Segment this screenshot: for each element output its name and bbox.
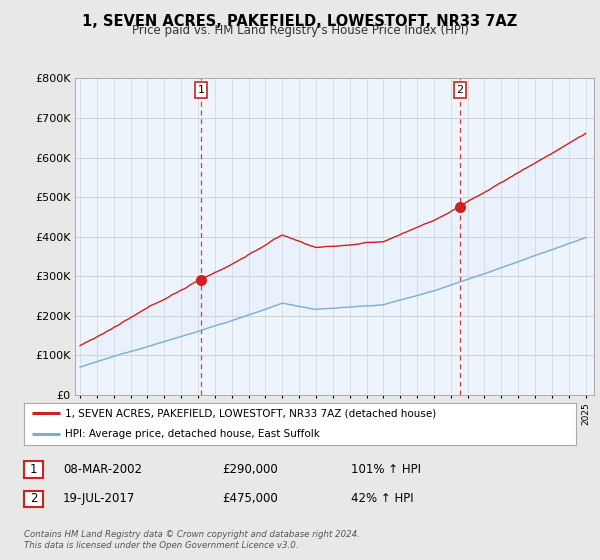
Text: 101% ↑ HPI: 101% ↑ HPI [351,463,421,476]
Text: 19-JUL-2017: 19-JUL-2017 [63,492,136,505]
Text: 2: 2 [457,85,463,95]
Text: 42% ↑ HPI: 42% ↑ HPI [351,492,413,505]
Text: Contains HM Land Registry data © Crown copyright and database right 2024.
This d: Contains HM Land Registry data © Crown c… [24,530,360,550]
Text: 08-MAR-2002: 08-MAR-2002 [63,463,142,476]
Text: 2: 2 [30,492,37,506]
Text: HPI: Average price, detached house, East Suffolk: HPI: Average price, detached house, East… [65,430,320,439]
Text: £475,000: £475,000 [222,492,278,505]
Text: 1: 1 [197,85,205,95]
Text: 1: 1 [30,463,37,477]
Text: Price paid vs. HM Land Registry's House Price Index (HPI): Price paid vs. HM Land Registry's House … [131,24,469,37]
Text: £290,000: £290,000 [222,463,278,476]
Text: 1, SEVEN ACRES, PAKEFIELD, LOWESTOFT, NR33 7AZ: 1, SEVEN ACRES, PAKEFIELD, LOWESTOFT, NR… [82,14,518,29]
Text: 1, SEVEN ACRES, PAKEFIELD, LOWESTOFT, NR33 7AZ (detached house): 1, SEVEN ACRES, PAKEFIELD, LOWESTOFT, NR… [65,408,437,418]
